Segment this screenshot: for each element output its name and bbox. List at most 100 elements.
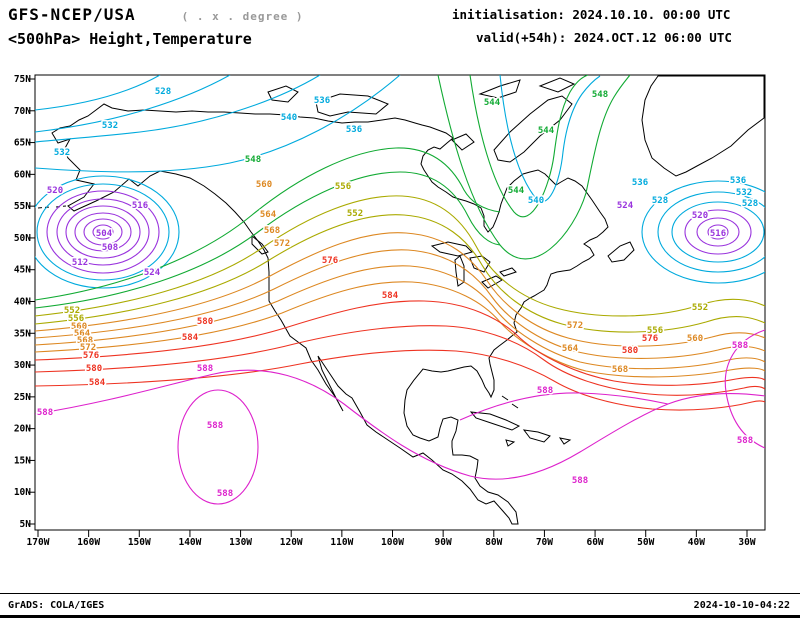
height-contour: [36, 183, 170, 281]
contour-label: 544: [508, 186, 525, 196]
lon-axis-labels: 170W 160W 150W 140W 130W 120W 110W 100W 90W 80W 70…: [27, 537, 756, 548]
lon-label: 170W: [27, 537, 50, 548]
contour-label: 544: [538, 126, 555, 136]
height-contour: [177, 389, 259, 505]
contour-label: 588: [37, 408, 53, 418]
lon-label: 70W: [536, 537, 553, 548]
contour-label: 588: [207, 421, 223, 431]
height-contours: [35, 75, 765, 505]
lat-label: 55N: [14, 201, 31, 212]
height-contour: [35, 281, 765, 378]
height-contour: [74, 212, 132, 252]
contour-label: 564: [74, 329, 91, 339]
island-jamaica: [505, 439, 516, 447]
height-contour: [35, 249, 765, 359]
height-contour: [35, 369, 765, 480]
header-line1: GFS-NCEP/USA ( . x . degree ): [8, 5, 304, 24]
footer-bar: GrADS: COLA/IGES 2024-10-10-04:22: [0, 593, 800, 615]
creation-timestamp: 2024-10-10-04:22: [693, 600, 790, 611]
contour-label: 580: [197, 317, 213, 327]
low-center-rings-west: [35, 175, 180, 289]
lat-label: 75N: [14, 74, 31, 85]
height-contour: [35, 265, 765, 370]
island-victoria: [315, 93, 389, 117]
contour-label: 528: [155, 87, 171, 97]
contour-label: 564: [260, 210, 277, 220]
contour-label: 524: [617, 201, 634, 211]
lon-label: 120W: [280, 537, 303, 548]
contour-label: 572: [274, 239, 290, 249]
height-contour: [35, 75, 161, 111]
island-southampton: [451, 133, 475, 151]
valid-time: valid(+54h): 2024.OCT.12 06:00 UTC: [476, 30, 732, 45]
contour-label: 572: [80, 343, 96, 353]
contour-label: 576: [322, 256, 338, 266]
contour-label: 520: [47, 186, 63, 196]
contour-label: 588: [217, 489, 233, 499]
contour-label: 532: [736, 188, 752, 198]
height-contour: [724, 329, 765, 449]
contour-label: 568: [264, 226, 280, 236]
contour-label: 516: [132, 201, 148, 211]
island-hispaniola: [522, 429, 551, 443]
lon-label: 150W: [128, 537, 151, 548]
coastline-aleutians: [37, 205, 67, 209]
contour-label: 528: [652, 196, 668, 206]
init-time: initialisation: 2024.10.10. 00:00 UTC: [452, 7, 731, 22]
lat-label: 20N: [14, 424, 31, 435]
contour-label: 552: [347, 209, 363, 219]
contour-label: 568: [77, 336, 93, 346]
contour-label: 568: [612, 365, 628, 375]
height-contour: [56, 198, 150, 266]
height-contour: [65, 205, 141, 259]
map-frame: [34, 74, 766, 531]
lat-label: 60N: [14, 169, 31, 180]
lat-axis-labels: 75N 70N 65N 60N 55N 50N 45N 40N 35N 30N 25N 20N 15N 1…: [14, 74, 31, 530]
lon-label: 80W: [485, 537, 502, 548]
lat-label: 30N: [14, 360, 31, 371]
lon-label: 40W: [688, 537, 705, 548]
lon-label: 160W: [77, 537, 100, 548]
low-center-rings-east: [641, 180, 765, 284]
lat-label: 25N: [14, 392, 31, 403]
contour-label: 552: [64, 306, 80, 316]
contour-label: 556: [68, 314, 84, 324]
height-contour: [437, 75, 631, 260]
lon-label: 50W: [637, 537, 654, 548]
lon-label: 140W: [178, 537, 201, 548]
lat-label: 35N: [14, 328, 31, 339]
height-contour: [35, 147, 501, 301]
lon-label: 110W: [330, 537, 353, 548]
height-contour: [92, 224, 114, 240]
height-contour: [696, 217, 740, 247]
level-title: <500hPa> Height,Temperature: [8, 30, 252, 48]
height-contour: [35, 325, 765, 396]
degree-note: ( . x . degree ): [181, 10, 304, 23]
contour-label: 580: [86, 364, 102, 374]
contour-label: 588: [197, 364, 213, 374]
contour-label: 504: [96, 229, 113, 239]
lat-label: 10N: [14, 487, 31, 498]
model-title: GFS-NCEP/USA: [8, 5, 136, 24]
height-contour: [35, 195, 765, 317]
height-contour: [35, 214, 765, 333]
contour-label: 536: [730, 176, 746, 186]
contour-label: 588: [732, 341, 748, 351]
height-contour: [35, 175, 180, 289]
height-contour: [35, 171, 501, 309]
contour-label: 556: [647, 326, 663, 336]
height-contour: [35, 300, 765, 386]
contour-label: 560: [687, 334, 703, 344]
lake-ontario: [499, 267, 517, 277]
island-puerto-rico: [558, 437, 572, 445]
height-contour: [499, 75, 601, 203]
islands-arctic-north: [478, 77, 576, 99]
contour-label: 584: [382, 291, 399, 301]
contour-label: 528: [742, 199, 758, 209]
contour-label: 584: [182, 333, 199, 343]
contour-label: 584: [89, 378, 106, 388]
contour-label: 532: [54, 148, 70, 158]
lat-label: 5N: [20, 519, 32, 530]
